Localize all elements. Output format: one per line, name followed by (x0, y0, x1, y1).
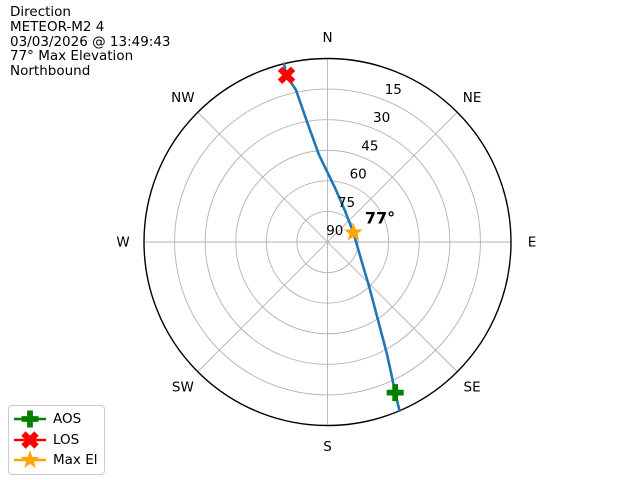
compass-label-ne: NE (463, 90, 482, 106)
elevation-tick-label-45: 45 (361, 138, 378, 154)
aos-plus-icon (14, 410, 46, 428)
compass-label-se: SE (464, 379, 481, 395)
plus-legend-marker (21, 410, 39, 428)
aos-marker (386, 384, 404, 402)
pass-timestamp: 03/03/2026 @ 13:49:43 (10, 33, 171, 50)
legend: AOS LOS Max El (8, 405, 105, 475)
compass-label-w: W (116, 235, 129, 251)
max-el-star-icon (14, 450, 46, 469)
max-elevation-annotation: 77° (365, 209, 395, 228)
elevation-tick-label-30: 30 (373, 110, 390, 126)
elevation-tick-label-90: 90 (326, 223, 343, 239)
max-el-marker (344, 222, 363, 241)
satellite-name: METEOR-M2 4 (10, 18, 105, 35)
compass-label-nw: NW (171, 90, 194, 106)
legend-label-los: LOS (53, 431, 80, 448)
compass-label-e: E (528, 235, 537, 251)
compass-label-s: S (323, 439, 332, 455)
legend-item-maxel: Max El (13, 450, 99, 471)
azimuth-spoke (197, 111, 458, 373)
x-legend-marker (21, 431, 39, 449)
legend-item-aos: AOS (13, 409, 99, 430)
horizon-circle (143, 57, 512, 427)
elevation-tick-label-15: 15 (385, 82, 402, 98)
elevation-tick-label-75: 75 (338, 195, 355, 211)
legend-item-los: LOS (13, 430, 99, 451)
pass-heading: Northbound (10, 63, 91, 80)
compass-label-n: N (322, 30, 332, 46)
max-elevation-text: 77° Max Elevation (10, 48, 134, 65)
pass-info-block: Direction METEOR-M2 4 03/03/2026 @ 13:49… (10, 5, 171, 79)
star-legend-marker (20, 450, 40, 469)
compass-label-sw: SW (172, 379, 194, 395)
los-marker (277, 66, 296, 84)
legend-label-aos: AOS (53, 411, 82, 428)
legend-label-maxel: Max El (53, 452, 98, 469)
elevation-tick-label-60: 60 (350, 167, 367, 183)
los-x-icon (14, 431, 46, 449)
plot-title: Direction (10, 4, 71, 20)
